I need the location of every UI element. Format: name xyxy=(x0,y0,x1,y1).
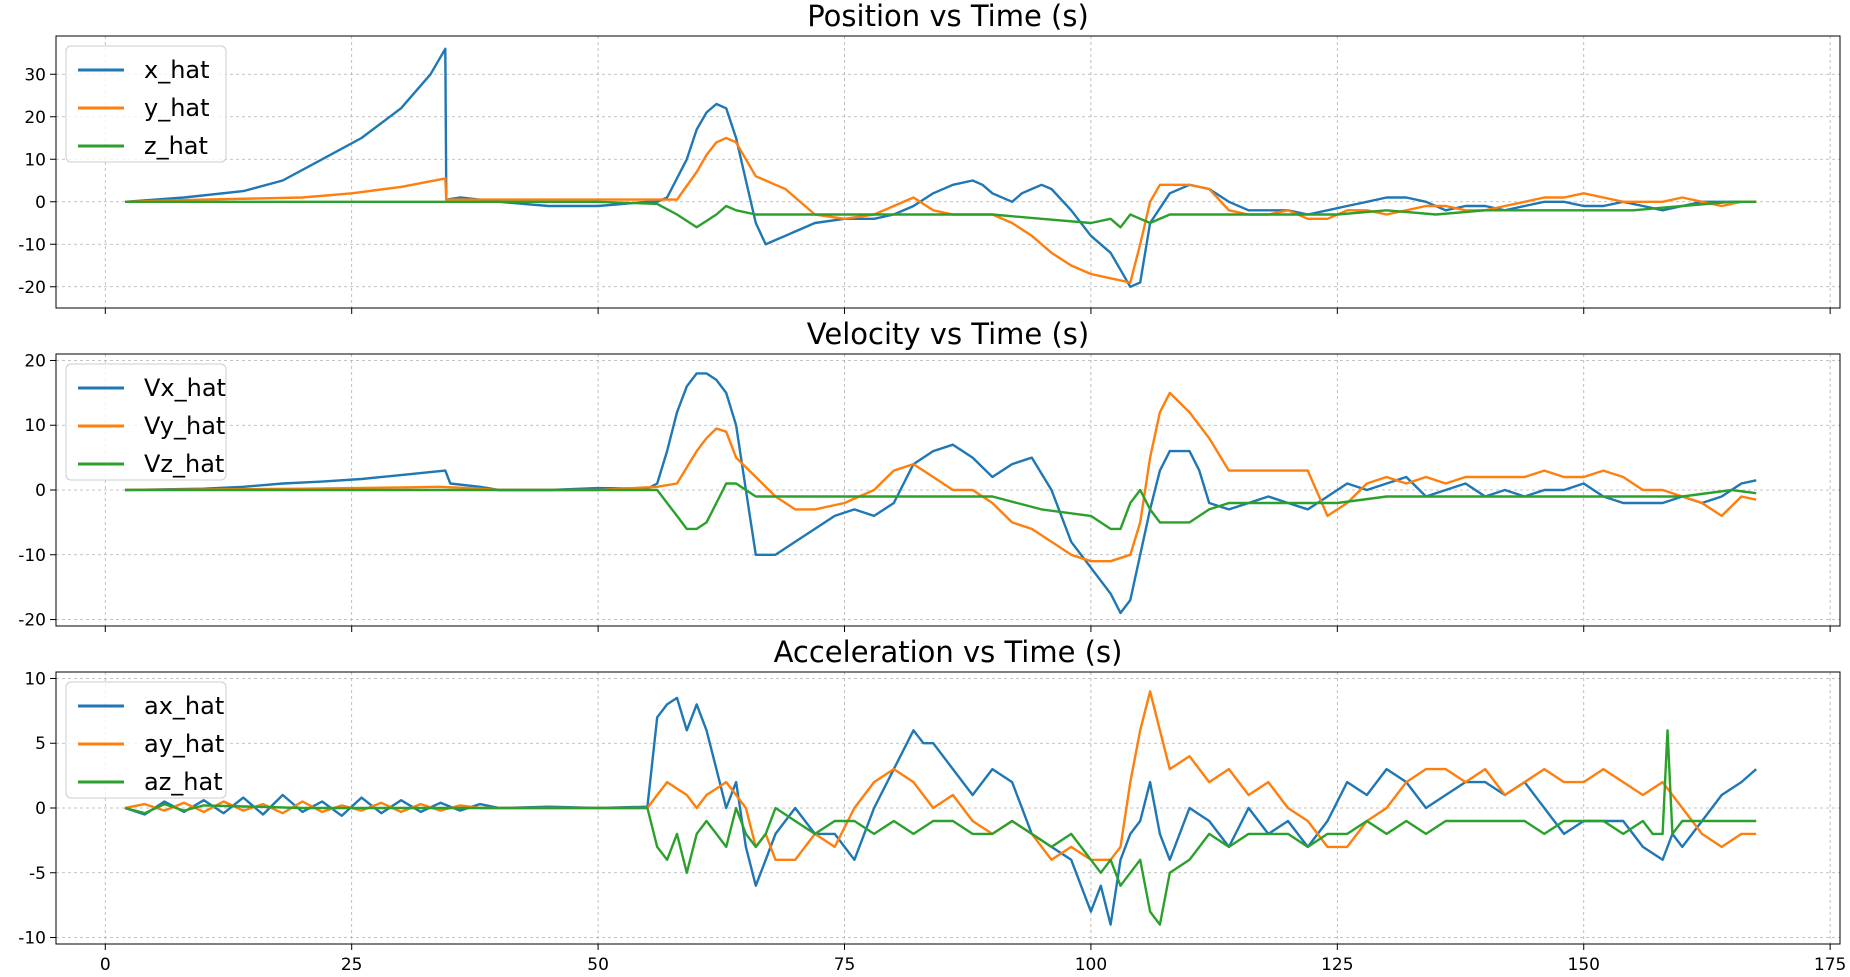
y-tick-label: -10 xyxy=(18,546,46,566)
series-line-Vx_hat xyxy=(124,372,1757,615)
legend-box xyxy=(65,45,227,163)
y-tick-label: -20 xyxy=(18,611,46,631)
y-tick-label: 30 xyxy=(24,65,46,85)
x-tick-label: 50 xyxy=(587,955,609,975)
velocity-series-group xyxy=(124,372,1757,615)
y-tick-label: 5 xyxy=(35,734,46,754)
acceleration-series-group xyxy=(124,690,1757,926)
position-axes-frame xyxy=(55,35,1841,309)
y-tick-label: 20 xyxy=(24,351,46,371)
velocity-panel: Velocity vs Time (s) -20 -10 0 10 20 Vx_hat Vy_… xyxy=(18,317,1841,632)
legend-label-Vx_hat: Vx_hat xyxy=(144,374,226,402)
series-line-Vy_hat xyxy=(124,391,1757,563)
y-tick-label: -10 xyxy=(18,929,46,949)
legend-box xyxy=(65,681,227,799)
y-tick-label: 0 xyxy=(35,799,46,819)
legend-label-Vy_hat: Vy_hat xyxy=(144,412,225,440)
y-tick-label: 10 xyxy=(24,416,46,436)
legend-label-x_hat: x_hat xyxy=(144,56,210,84)
position-legend: x_hat y_hat z_hat xyxy=(65,45,227,163)
y-tick-label: 10 xyxy=(24,150,46,170)
y-tick-label: 10 xyxy=(24,669,46,689)
y-tick-label: 20 xyxy=(24,108,46,128)
series-line-Vz_hat xyxy=(125,482,1757,531)
acceleration-legend: ax_hat ay_hat az_hat xyxy=(65,681,227,799)
series-line-ay_hat xyxy=(124,690,1757,861)
series-line-y_hat xyxy=(124,136,1757,284)
series-line-z_hat xyxy=(125,200,1757,229)
x-tick-label: 100 xyxy=(1075,955,1107,975)
legend-label-y_hat: y_hat xyxy=(144,94,210,122)
series-line-az_hat xyxy=(124,729,1757,926)
x-tick-label: 175 xyxy=(1814,955,1846,975)
legend-label-ay_hat: ay_hat xyxy=(144,730,224,758)
series-line-x_hat xyxy=(124,47,1757,288)
x-tick-label: 75 xyxy=(834,955,856,975)
position-title: Position vs Time (s) xyxy=(807,0,1089,33)
legend-label-az_hat: az_hat xyxy=(144,768,223,796)
velocity-title: Velocity vs Time (s) xyxy=(807,317,1089,351)
position-series-group xyxy=(124,47,1757,288)
legend-label-Vz_hat: Vz_hat xyxy=(144,450,224,478)
y-tick-label: -10 xyxy=(18,235,46,255)
y-tick-label: -5 xyxy=(29,864,46,884)
velocity-legend: Vx_hat Vy_hat Vz_hat xyxy=(65,363,227,481)
x-tick-label: 150 xyxy=(1568,955,1600,975)
legend-box xyxy=(65,363,227,481)
x-tick-label: 0 xyxy=(100,955,111,975)
y-tick-label: -20 xyxy=(18,278,46,298)
y-tick-label: 0 xyxy=(35,481,46,501)
legend-label-z_hat: z_hat xyxy=(144,132,208,160)
y-tick-label: 0 xyxy=(35,193,46,213)
x-tick-label: 125 xyxy=(1321,955,1353,975)
series-line-ax_hat xyxy=(124,696,1757,926)
legend-label-ax_hat: ax_hat xyxy=(144,692,224,720)
acceleration-title: Acceleration vs Time (s) xyxy=(774,635,1123,669)
position-panel: Position vs Time (s) -20 -10 0 10 20 30 x_hat y_… xyxy=(18,0,1841,314)
x-tick-label: 25 xyxy=(341,955,363,975)
